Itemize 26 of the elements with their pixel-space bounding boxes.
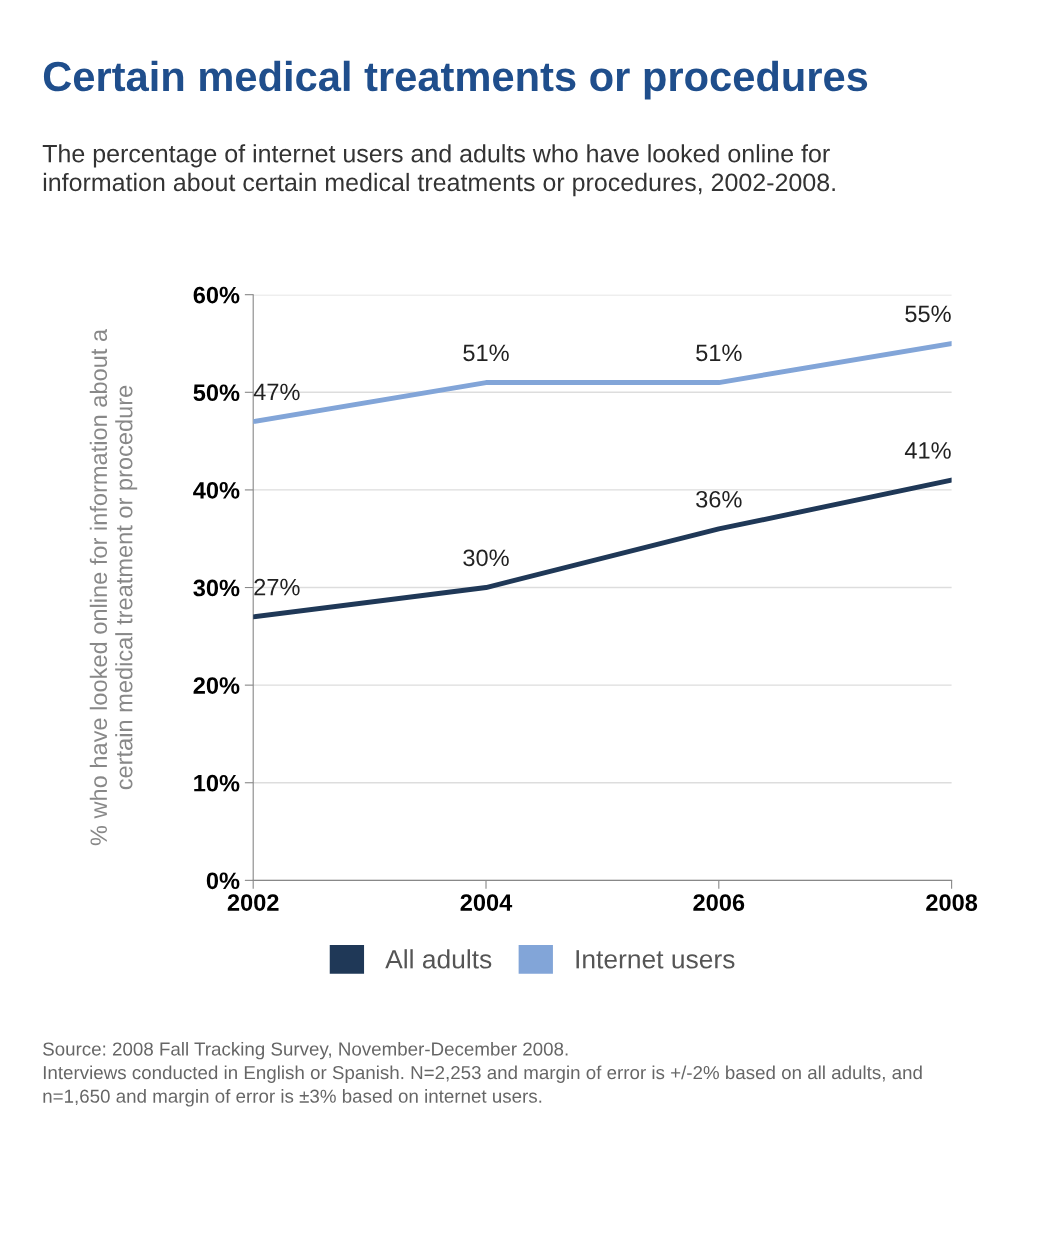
- chart-title: Certain medical treatments or procedures: [43, 60, 868, 100]
- y-tick-label: 60%: [193, 286, 240, 304]
- y-tick-label: 30%: [193, 579, 240, 597]
- source-note: Source: 2008 Fall Tracking Survey, November-December 2008. Interviews conducted in English or Spanish. N=2,253 and margin of error is +/-2% based on all adults, and n=1,650 and margin of error is ±3% based on internet users.: [43, 1041, 922, 1107]
- data-label: 30%: [463, 549, 509, 567]
- legend-label: Internet users: [576, 950, 735, 969]
- y-tick-label: 20%: [193, 677, 240, 694]
- y-axis-title: % who have looked online for information about a certain medical treatment or procedure: [89, 328, 138, 846]
- data-label: 51%: [463, 344, 509, 362]
- x-tick-label: 2002: [227, 894, 279, 911]
- x-tick-label: 2004: [460, 894, 513, 911]
- data-label: 47%: [253, 383, 300, 401]
- legend-label: All adults: [385, 949, 492, 969]
- y-tick-label: 10%: [194, 774, 240, 792]
- y-tick-label: 0%: [206, 872, 240, 890]
- x-tick-label: 2006: [693, 894, 745, 911]
- data-label: 51%: [696, 344, 742, 362]
- data-label: 27%: [254, 578, 300, 596]
- line-series: [253, 477, 952, 620]
- data-label: 41%: [904, 442, 951, 459]
- data-label: 36%: [696, 490, 742, 508]
- y-tick-label: 50%: [193, 384, 240, 402]
- chart-subtitle: The percentage of internet users and adults who have looked online for information about certain medical treatments or procedures, 2002-2008.: [42, 144, 835, 197]
- y-tick-label: 40%: [193, 481, 240, 499]
- x-tick-label: 2008: [926, 894, 978, 911]
- data-label: 55%: [905, 305, 951, 323]
